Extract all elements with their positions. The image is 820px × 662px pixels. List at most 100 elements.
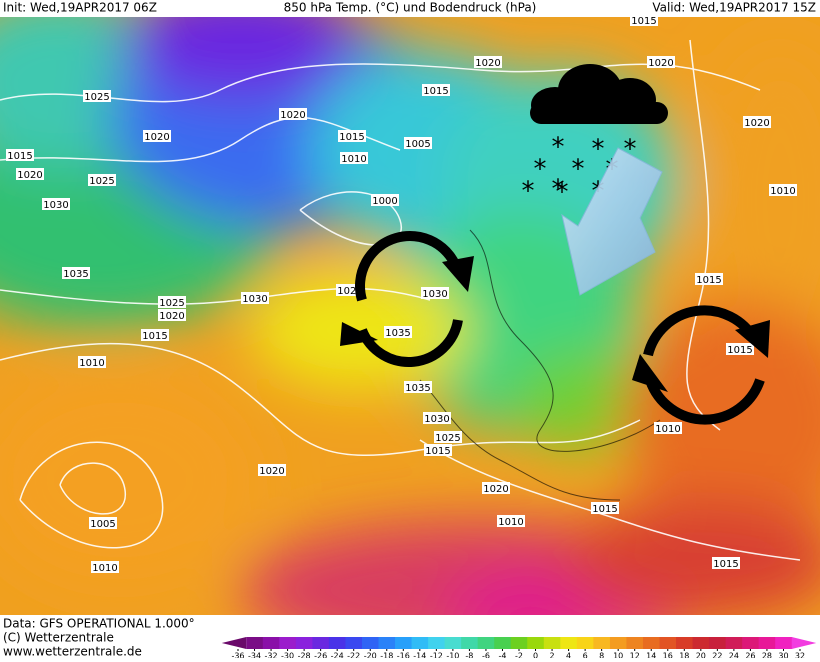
isobar-label: 1010 [770, 186, 795, 197]
colorbar-swatch [262, 637, 280, 649]
isobar-label: 1015 [339, 132, 364, 143]
colorbar-tick-label: -12 [430, 652, 443, 659]
isobar-label-box [424, 444, 452, 456]
colorbar-swatch [378, 637, 396, 649]
isobar-label-box [371, 194, 399, 206]
isobar-label: 1015 [7, 151, 32, 162]
colorbar-swatch [527, 637, 545, 649]
colorbar-tick-label: -16 [397, 652, 410, 659]
isobar-label-box [340, 152, 368, 164]
colorbar-tick-label: 22 [712, 652, 722, 659]
colorbar-tick-label: -2 [515, 652, 523, 659]
isobar-label: 1010 [498, 517, 523, 528]
colorbar-swatch [742, 637, 760, 649]
colorbar-tick-label: -10 [446, 652, 459, 659]
colorbar-swatch [692, 637, 710, 649]
colorbar-swatch [494, 637, 512, 649]
colorbar-swatch [461, 637, 479, 649]
colorbar-swatch [361, 637, 379, 649]
isobar-label-box [591, 502, 619, 514]
svg-text:*: * [556, 178, 569, 208]
isobar-label-box [91, 561, 119, 573]
colorbar-swatch [758, 637, 776, 649]
colorbar-swatch [560, 637, 578, 649]
isobar-label: 1035 [63, 269, 88, 280]
isobar-label: 1025 [337, 286, 362, 297]
colorbar-tick-label: 18 [679, 652, 689, 659]
colorbar-tick-label: 12 [630, 652, 640, 659]
colorbar-swatch [444, 637, 462, 649]
colorbar-swatch [312, 637, 330, 649]
colorbar-tick-label: -20 [364, 652, 377, 659]
colorbar-tick-label: 20 [696, 652, 706, 659]
isobar-label-box [482, 482, 510, 494]
isobar-label: 1010 [341, 154, 366, 165]
isobar-label: 1030 [422, 289, 447, 300]
colorbar-swatch [510, 637, 528, 649]
isobar-label: 1020 [280, 110, 305, 121]
colorbar-tick-label: 0 [533, 652, 538, 659]
colorbar-swatch [709, 637, 727, 649]
colorbar-tick-label: 14 [646, 652, 656, 659]
colorbar-tick-label: -30 [281, 652, 294, 659]
colorbar-swatch [411, 637, 429, 649]
colorbar-swatch [543, 637, 561, 649]
isobar-label-box [141, 329, 169, 341]
colorbar-tick-label: 26 [745, 652, 755, 659]
colorbar-end [221, 637, 247, 649]
isobar-label-box [422, 84, 450, 96]
isobar-label: 1010 [79, 358, 104, 369]
isobar-label-box [404, 381, 432, 393]
isobar-label-box [83, 90, 111, 102]
colorbar-tick-label: 32 [795, 652, 805, 659]
isobar-label: 1035 [385, 328, 410, 339]
colorbar-swatch [775, 637, 793, 649]
colorbar-swatch [295, 637, 313, 649]
colorbar-tick-label: -22 [347, 652, 360, 659]
isobar-labels: 1015 1020 1020 1025 1015 1020 1020 1015 1005 1010… [6, 16, 797, 574]
isobar-label-box [423, 412, 451, 424]
colorbar-swatch [626, 637, 644, 649]
isobar-label-box [769, 184, 797, 196]
isobar-label: 1015 [631, 16, 656, 27]
rotation-arrowheads [340, 256, 474, 346]
colorbar-tick-label: -26 [314, 652, 327, 659]
svg-text:*: * [534, 155, 547, 185]
svg-text:*: * [552, 133, 565, 163]
isobar-label: 1015 [142, 331, 167, 342]
colorbar-tick-label: 30 [778, 652, 788, 659]
isobar-label: 1005 [90, 519, 115, 530]
isobar-label: 1020 [159, 311, 184, 322]
init-time: Init: Wed,19APR2017 06Z [3, 1, 157, 15]
isobar-label: 1015 [592, 504, 617, 515]
isobar-label-box [695, 273, 723, 285]
colorbar-swatch [279, 637, 297, 649]
isobar-label: 1015 [425, 446, 450, 457]
colorbar-swatch [642, 637, 660, 649]
isobar-label-box [89, 517, 117, 529]
isobar-label-box [434, 431, 462, 443]
colorbar-tick-label: 4 [566, 652, 571, 659]
isobar-label: 1020 [475, 58, 500, 69]
title: 850 hPa Temp. (°C) und Bodendruck (hPa) [284, 1, 537, 15]
colorbar-tick-label: 16 [663, 652, 673, 659]
isobar-label: 1035 [405, 383, 430, 394]
isobar-label: 1020 [483, 484, 508, 495]
isobar-label: 1020 [17, 170, 42, 181]
isobar-label-box [712, 557, 740, 569]
isobar-label: 1020 [744, 118, 769, 129]
colorbar-swatch [477, 637, 495, 649]
header-bar [0, 0, 820, 17]
isobar-label-box [630, 17, 658, 26]
colorbar-swatch [246, 637, 264, 649]
cloud [530, 64, 668, 124]
isobar-label: 1025 [435, 433, 460, 444]
isobar-label-box [404, 137, 432, 149]
colorbar-tick-label: 8 [599, 652, 604, 659]
url: www.wetterzentrale.de [3, 645, 142, 659]
colorbar-tick-label: 2 [550, 652, 555, 659]
isobar-label: 1025 [89, 176, 114, 187]
isobar-label: 1030 [424, 414, 449, 425]
